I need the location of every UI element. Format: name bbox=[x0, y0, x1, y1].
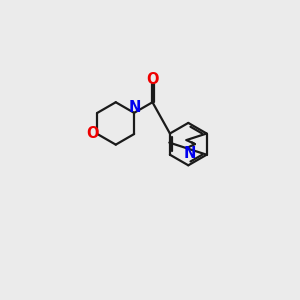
Text: N: N bbox=[183, 146, 196, 161]
Text: O: O bbox=[86, 126, 98, 141]
Text: O: O bbox=[146, 72, 159, 87]
Text: N: N bbox=[128, 100, 141, 115]
